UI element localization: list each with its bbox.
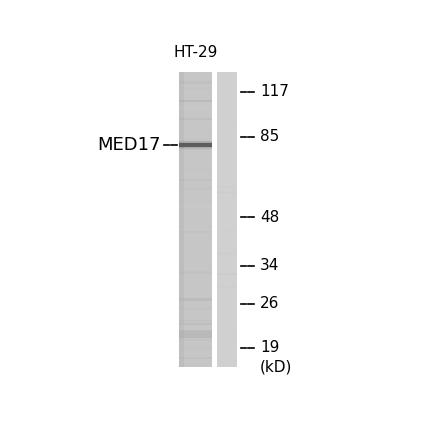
Bar xyxy=(180,106,212,109)
Bar xyxy=(180,298,212,301)
Bar xyxy=(217,123,237,125)
Bar xyxy=(180,336,212,340)
Bar xyxy=(180,282,212,285)
Bar xyxy=(180,142,212,143)
Bar xyxy=(180,312,212,314)
Text: 26: 26 xyxy=(260,296,279,311)
Bar xyxy=(180,271,212,273)
Bar xyxy=(180,323,212,325)
Bar xyxy=(180,102,212,103)
Bar xyxy=(217,325,237,326)
Text: MED17: MED17 xyxy=(97,136,160,154)
Bar xyxy=(180,147,212,149)
Text: HT-29: HT-29 xyxy=(173,45,218,60)
Bar xyxy=(180,205,212,208)
Bar xyxy=(180,320,212,322)
Bar xyxy=(180,191,212,193)
Bar xyxy=(180,143,212,147)
Bar xyxy=(217,229,237,232)
Bar xyxy=(180,118,212,120)
Bar xyxy=(180,332,212,335)
Bar xyxy=(180,252,212,253)
Bar xyxy=(217,273,237,275)
Bar xyxy=(217,92,237,95)
Bar xyxy=(180,357,212,359)
Text: 117: 117 xyxy=(260,84,289,99)
Bar xyxy=(217,335,237,336)
Bar xyxy=(217,71,237,367)
Bar xyxy=(180,253,212,255)
Bar xyxy=(180,133,212,135)
Bar xyxy=(180,71,212,367)
Bar xyxy=(217,340,237,343)
Text: (kD): (kD) xyxy=(260,359,292,374)
Bar xyxy=(180,187,212,191)
Text: 85: 85 xyxy=(260,129,279,144)
Bar xyxy=(180,346,212,350)
Bar xyxy=(180,132,212,135)
Text: 19: 19 xyxy=(260,340,279,355)
Bar xyxy=(180,188,212,191)
Bar xyxy=(180,228,212,231)
Bar xyxy=(180,306,212,310)
Bar xyxy=(180,87,212,90)
Bar xyxy=(217,205,237,206)
Bar xyxy=(180,231,212,233)
Bar xyxy=(217,188,237,191)
Bar xyxy=(180,340,212,341)
Bar xyxy=(180,147,212,148)
Bar xyxy=(180,179,212,181)
Bar xyxy=(180,330,212,338)
Bar xyxy=(217,286,237,288)
Bar xyxy=(180,140,212,143)
Bar xyxy=(180,169,212,172)
Bar xyxy=(180,100,212,102)
Bar xyxy=(180,71,184,367)
Bar xyxy=(217,252,237,255)
Text: 48: 48 xyxy=(260,210,279,225)
Bar xyxy=(217,192,237,193)
Bar xyxy=(217,273,237,275)
Bar xyxy=(217,316,237,317)
Bar xyxy=(180,147,212,150)
Bar xyxy=(180,142,212,143)
Text: 34: 34 xyxy=(260,258,279,273)
Bar xyxy=(180,141,212,143)
Bar xyxy=(180,81,212,84)
